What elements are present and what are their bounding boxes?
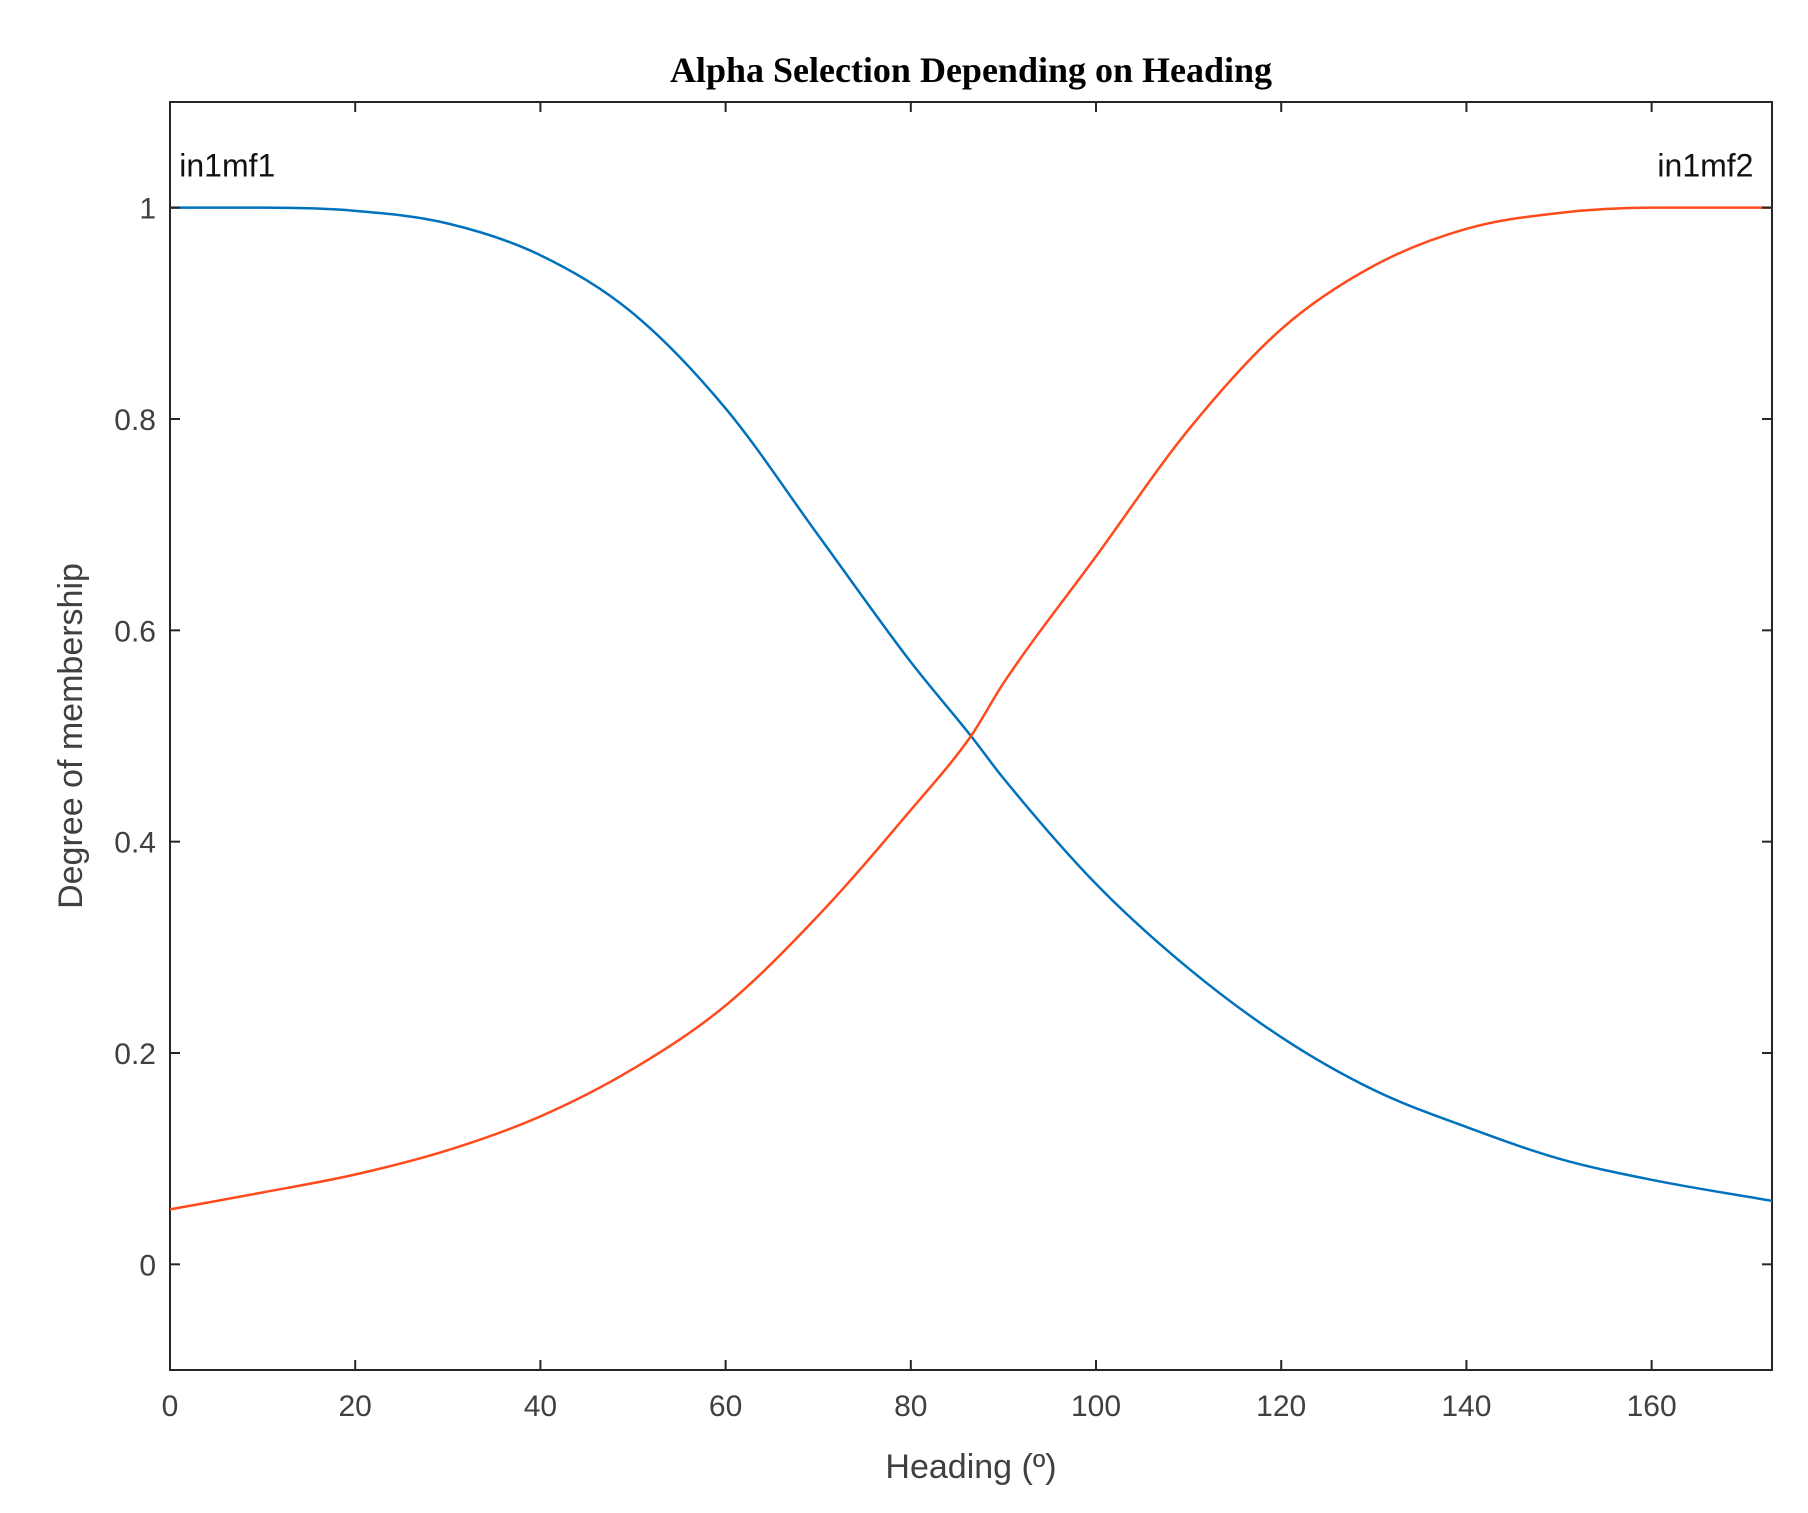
y-axis-label: Degree of membership xyxy=(52,563,90,909)
series-layer xyxy=(169,206,1773,1211)
x-tick-label: 20 xyxy=(339,1390,372,1423)
ticks-layer: 0 20 40 60 80 100 120 140 160 0 0.2 0.4 0.6 0.8 1 xyxy=(114,102,1772,1423)
y-tick-label: 0 xyxy=(139,1249,156,1282)
x-tick-label: 40 xyxy=(524,1390,557,1423)
y-tick-label: 0.2 xyxy=(114,1038,156,1071)
chart-title: Alpha Selection Depending on Heading xyxy=(670,50,1272,90)
y-tick-label: 0.4 xyxy=(114,827,156,860)
x-tick-label: 160 xyxy=(1627,1390,1677,1423)
y-tick-label: 1 xyxy=(139,193,156,226)
x-tick-label: 100 xyxy=(1071,1390,1121,1423)
x-tick-label: 60 xyxy=(709,1390,742,1423)
y-tick-label: 0.6 xyxy=(114,615,156,648)
mf-label-in1mf1: in1mf1 xyxy=(179,147,275,183)
annotation-layer: in1mf1 in1mf2 xyxy=(179,147,1753,183)
y-tick-label: 0.8 xyxy=(114,404,156,437)
x-tick-label: 0 xyxy=(162,1390,179,1423)
x-tick-label: 140 xyxy=(1441,1390,1491,1423)
series-line-2 xyxy=(169,206,1772,1211)
x-axis-label: Heading (º) xyxy=(885,1448,1056,1486)
mf-label-in1mf2: in1mf2 xyxy=(1657,147,1753,183)
plot-area xyxy=(169,101,1773,1371)
x-tick-label: 80 xyxy=(894,1390,927,1423)
x-tick-label: 120 xyxy=(1256,1390,1306,1423)
series-line-1 xyxy=(170,206,1773,1203)
axes-box xyxy=(169,101,1773,1371)
